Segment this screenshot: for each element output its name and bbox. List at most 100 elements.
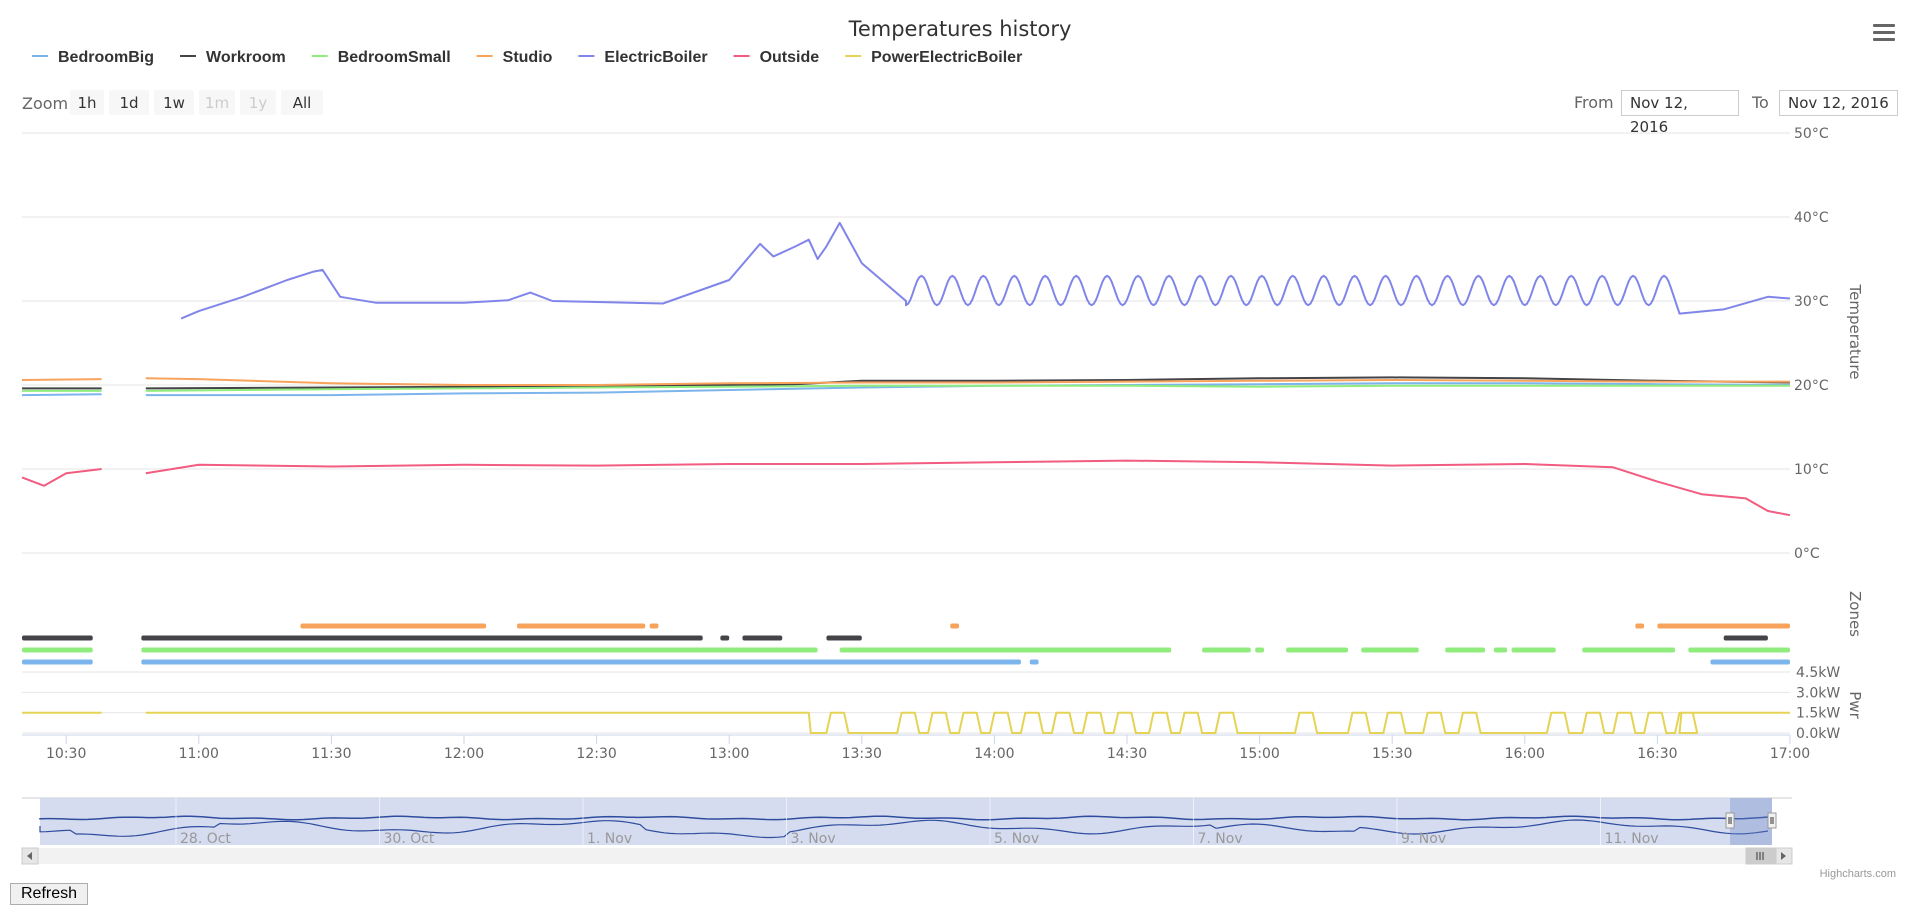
credits-link[interactable]: Highcharts.com	[1820, 868, 1896, 880]
scrollbar-thumb[interactable]	[1745, 847, 1777, 865]
navigator-label: 3. Nov	[791, 831, 836, 847]
zoom-button-all[interactable]: All	[281, 90, 323, 115]
arrow-left-icon	[27, 852, 32, 860]
navigator: 28. Oct 30. Oct 1. Nov 3. Nov 5. Nov 7. Nov 9.…	[21, 797, 1793, 865]
legend-item-powerelectricboiler[interactable]: PowerElectricBoiler	[845, 49, 1022, 66]
legend: BedroomBig Workroom BedroomSmall Studio Elec…	[32, 49, 1022, 66]
x-tick-label: 13:00	[709, 746, 749, 762]
series-line-studio[interactable]	[21, 378, 102, 381]
navigator-label: 7. Nov	[1198, 831, 1243, 847]
legend-item-electricboiler[interactable]: ElectricBoiler	[578, 49, 708, 66]
legend-item-outside[interactable]: Outside	[733, 49, 820, 66]
series-line-outside[interactable]	[21, 468, 102, 487]
zone-bar-bedroomsmall[interactable]	[839, 647, 1172, 653]
zone-bar-bedroomsmall[interactable]	[1493, 647, 1508, 653]
navigator-label: 5. Nov	[994, 831, 1039, 847]
series-line-studio[interactable]	[145, 377, 1790, 386]
zone-bar-studio[interactable]	[950, 623, 960, 629]
zoom-button-label: 1d	[119, 94, 138, 112]
navigator-label: 28. Oct	[180, 831, 231, 847]
scrollbar-track[interactable]	[22, 848, 1792, 864]
zone-bar-workroom[interactable]	[742, 635, 783, 641]
zoom-button-bg	[240, 90, 276, 115]
zoom-button-bg	[199, 90, 235, 115]
zone-bar-bedroomsmall[interactable]	[1286, 647, 1348, 653]
zone-bar-bedroombig[interactable]	[1029, 659, 1039, 665]
zoom-buttons: 1h 1d 1w 1m 1y All	[70, 90, 323, 115]
legend-item-bedroomsmall[interactable]: BedroomSmall	[311, 49, 451, 66]
zone-bar-bedroomsmall[interactable]	[1255, 647, 1265, 653]
zone-bar-studio[interactable]	[1657, 623, 1790, 629]
zoom-button-1w[interactable]: 1w	[154, 90, 194, 115]
series-line-powerelectricboiler[interactable]	[145, 711, 1790, 734]
zone-bar-bedroomsmall[interactable]	[1445, 647, 1486, 653]
zone-bar-bedroomsmall[interactable]	[1582, 647, 1676, 653]
x-tick-label: 16:00	[1505, 746, 1545, 762]
zone-bar-workroom[interactable]	[22, 635, 93, 641]
legend-item-workroom[interactable]: Workroom	[180, 49, 286, 66]
zone-bar-bedroomsmall[interactable]	[1688, 647, 1790, 653]
zone-bar-bedroomsmall[interactable]	[1511, 647, 1556, 653]
hamburger-menu-icon[interactable]	[1873, 24, 1895, 46]
zoom-button-bg	[154, 90, 194, 115]
zone-bar-bedroombig[interactable]	[22, 659, 93, 665]
zoom-button-label: All	[293, 94, 312, 112]
from-date-input[interactable]: Nov 12, 2016	[1621, 90, 1739, 136]
zoom-button-1d[interactable]: 1d	[109, 90, 149, 115]
zoom-button-1y[interactable]: 1y	[240, 90, 276, 115]
zone-bar-studio[interactable]	[300, 623, 487, 629]
zone-bar-workroom[interactable]	[826, 635, 862, 641]
navigator-selection[interactable]	[1730, 798, 1772, 845]
zone-bar-studio[interactable]	[649, 623, 659, 629]
legend-label: BedroomSmall	[338, 49, 451, 66]
series-line-bedroomsmall[interactable]	[145, 384, 1790, 392]
navigator-handle[interactable]	[1725, 812, 1735, 829]
legend-item-bedroombig[interactable]: BedroomBig	[32, 49, 154, 66]
y-tick-label: 40°C	[1794, 210, 1829, 226]
legend-label: Workroom	[206, 49, 286, 66]
navigator-label: 30. Oct	[384, 831, 435, 847]
navigator-label: 1. Nov	[587, 831, 632, 847]
zone-bar-bedroomsmall[interactable]	[1361, 647, 1419, 653]
zone-bar-studio[interactable]	[517, 623, 646, 629]
zone-bar-workroom[interactable]	[141, 635, 703, 641]
zoom-button-bg	[281, 90, 323, 115]
zone-bar-studio[interactable]	[1635, 623, 1645, 629]
y-tick-label: 0.0kW	[1796, 726, 1840, 742]
series-line-workroom[interactable]	[145, 376, 1791, 390]
y-tick-label: 1.5kW	[1796, 706, 1840, 722]
zoom-button-label: 1h	[77, 94, 96, 112]
zone-bar-bedroomsmall[interactable]	[141, 647, 818, 653]
zone-bar-bedroombig[interactable]	[1710, 659, 1790, 665]
x-tick-label: 15:30	[1372, 746, 1412, 762]
series-line-outside[interactable]	[145, 459, 1791, 517]
menu-bar-icon	[1873, 31, 1895, 34]
legend-label: Studio	[503, 49, 553, 66]
legend-label: BedroomBig	[58, 49, 154, 66]
zone-bar-workroom[interactable]	[1723, 635, 1768, 641]
x-tick-label: 11:30	[311, 746, 351, 762]
series-line-bedroombig[interactable]	[21, 393, 102, 397]
arrow-right-icon	[1781, 852, 1786, 860]
legend-label: ElectricBoiler	[604, 49, 707, 66]
zoom-button-1h[interactable]: 1h	[70, 90, 104, 115]
legend-label: Outside	[760, 49, 820, 66]
series-line-electricboiler[interactable]	[180, 221, 1791, 320]
zone-bar-workroom[interactable]	[720, 635, 730, 641]
to-date-input[interactable]: Nov 12, 2016	[1779, 90, 1898, 116]
zone-bar-bedroomsmall[interactable]	[22, 647, 93, 653]
zoom-button-1m[interactable]: 1m	[199, 90, 235, 115]
refresh-button[interactable]: Refresh	[10, 883, 88, 905]
zone-bar-bedroombig[interactable]	[141, 659, 1021, 665]
legend-item-studio[interactable]: Studio	[476, 49, 553, 66]
navigator-series-line	[39, 819, 1769, 839]
navigator-handle-body	[1725, 812, 1735, 829]
navigator-area	[40, 798, 1772, 845]
navigator-handle[interactable]	[1767, 812, 1777, 829]
y-tick-label: 10°C	[1794, 462, 1829, 478]
from-label: From	[1574, 93, 1614, 112]
x-tick-label: 14:30	[1107, 746, 1147, 762]
y-tick-label: 50°C	[1794, 126, 1829, 142]
zone-bar-bedroomsmall[interactable]	[1202, 647, 1251, 653]
y-axis-title: Pwr	[1846, 691, 1864, 719]
